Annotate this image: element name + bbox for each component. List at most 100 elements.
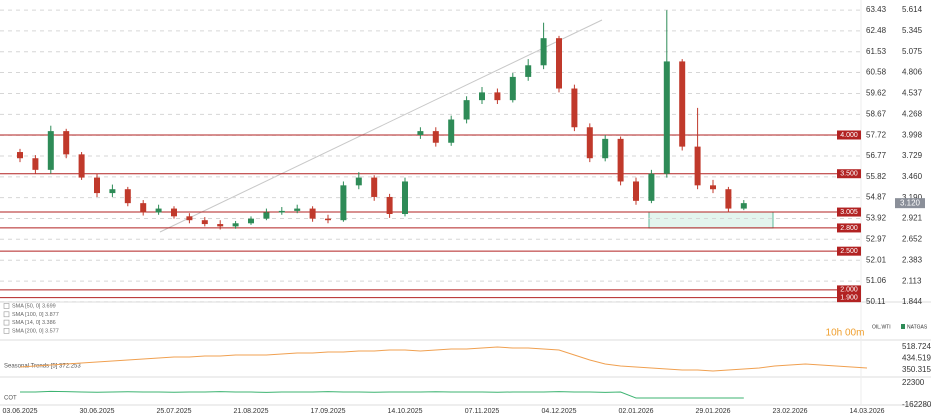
y-tick-label: 63.43: [866, 5, 887, 14]
candle-body: [294, 208, 301, 211]
candle-body: [278, 210, 285, 213]
y-tick-label: 57.72: [866, 130, 887, 139]
candle-body: [186, 216, 193, 221]
candle-body: [201, 220, 208, 225]
candle-body: [371, 177, 378, 197]
candle-body: [17, 152, 23, 159]
candle-body: [509, 76, 516, 101]
price-badge: [895, 198, 925, 209]
panel-tick-label: 518.724: [902, 342, 931, 351]
level-badge: [837, 169, 861, 179]
y-tick-label: 52.97: [866, 234, 887, 243]
candle-body: [325, 218, 331, 221]
x-tick-label: 03.06.2025: [2, 408, 37, 415]
panel-tick-label: -162280: [902, 400, 931, 409]
candle-body: [78, 154, 85, 178]
indicator-label: SMA [100, 0] 3.877: [12, 312, 59, 318]
indicator-label: SMA [14, 0] 3.386: [12, 320, 56, 326]
candle-body: [633, 181, 639, 201]
y-tick-label: 53.92: [866, 214, 887, 223]
candle-body: [355, 177, 362, 186]
x-tick-label: 29.01.2026: [695, 408, 730, 415]
candle-body: [617, 138, 624, 182]
y2-tick-label: 3.998: [902, 130, 923, 139]
y-tick-label: 61.53: [866, 47, 887, 56]
candle-body: [386, 196, 393, 214]
countdown: 10h 00m: [826, 328, 865, 339]
candle-body: [710, 185, 716, 190]
y2-tick-label: 2.652: [902, 235, 923, 244]
candle-body: [432, 131, 439, 143]
candle-body: [602, 138, 609, 159]
level-badge: [837, 130, 861, 140]
seasonal-line: [19, 346, 868, 372]
indicator-label: SMA [200, 0] 3.577: [12, 328, 59, 334]
indicator-checkbox: [3, 303, 10, 309]
candle-body: [340, 185, 347, 221]
candle-body: [109, 189, 116, 194]
y2-tick-label: 3.729: [902, 151, 923, 160]
y-tick-label: 52.01: [866, 255, 887, 264]
y2-tick-label: 2.921: [902, 214, 923, 223]
trend-line: [159, 19, 603, 233]
y-tick-label: 56.77: [866, 151, 887, 160]
y2-tick-label: 1.844: [902, 297, 923, 306]
x-tick-label: 14.03.2026: [849, 408, 884, 415]
candle-body: [417, 131, 424, 135]
y2-tick-label: 4.268: [902, 109, 923, 118]
level-badge: [837, 246, 861, 256]
y-tick-label: 51.06: [866, 276, 887, 285]
indicator-checkbox: [3, 328, 10, 334]
candle-body: [479, 92, 485, 101]
panel-tick-label: 350.315: [902, 365, 931, 374]
y2-tick-label: 5.614: [902, 5, 923, 14]
y2-tick-label: 4.806: [902, 68, 923, 77]
candle-body: [94, 177, 100, 194]
candle-body: [540, 38, 547, 66]
x-tick-label: 04.12.2025: [541, 408, 576, 415]
candle-body: [740, 203, 747, 209]
y2-tick-label: 3.190: [902, 193, 923, 202]
candle-body: [248, 218, 254, 224]
y2-tick-label: 5.075: [902, 47, 923, 56]
candle-body: [63, 131, 70, 155]
level-label: 3.500: [840, 171, 858, 178]
instrument-swatch: [901, 324, 905, 329]
candle-body: [648, 173, 655, 201]
cot-line: [20, 390, 744, 399]
x-tick-label: 17.09.2025: [310, 408, 345, 415]
candle-body: [725, 189, 732, 209]
y-tick-label: 58.67: [866, 109, 887, 118]
level-label: 1.900: [840, 294, 858, 301]
indicator-title: COT: [4, 396, 17, 402]
candle-body: [402, 181, 408, 214]
level-label: 2.500: [840, 248, 858, 255]
candle-body: [309, 208, 316, 219]
candle-body: [171, 208, 177, 217]
candle-body: [140, 203, 147, 213]
level-badge: [837, 223, 861, 233]
indicator-title: Seasonal Trends [5] 372.253: [4, 364, 81, 370]
candle-body: [525, 65, 532, 77]
candle-body: [571, 88, 578, 128]
y-tick-label: 54.87: [866, 193, 887, 202]
instrument-label: NATGAS: [907, 324, 928, 330]
y2-tick-label: 4.537: [902, 89, 923, 98]
y2-tick-label: 3.460: [902, 172, 923, 181]
candle-body: [694, 146, 701, 186]
indicator-checkbox: [3, 319, 10, 326]
x-tick-label: 07.11.2025: [465, 408, 500, 415]
candle-body: [155, 208, 162, 213]
x-tick-label: 14.10.2025: [387, 408, 422, 415]
indicator-label: SMA [50, 0] 3.699: [12, 303, 56, 309]
candle-body: [47, 131, 54, 170]
candle-body: [556, 38, 562, 89]
level-label: 4.000: [840, 132, 858, 139]
candle-body: [494, 92, 501, 101]
y-tick-label: 55.82: [866, 172, 887, 181]
level-label: 2.800: [840, 225, 858, 232]
candle-body: [263, 212, 270, 219]
candle-body: [448, 119, 455, 143]
